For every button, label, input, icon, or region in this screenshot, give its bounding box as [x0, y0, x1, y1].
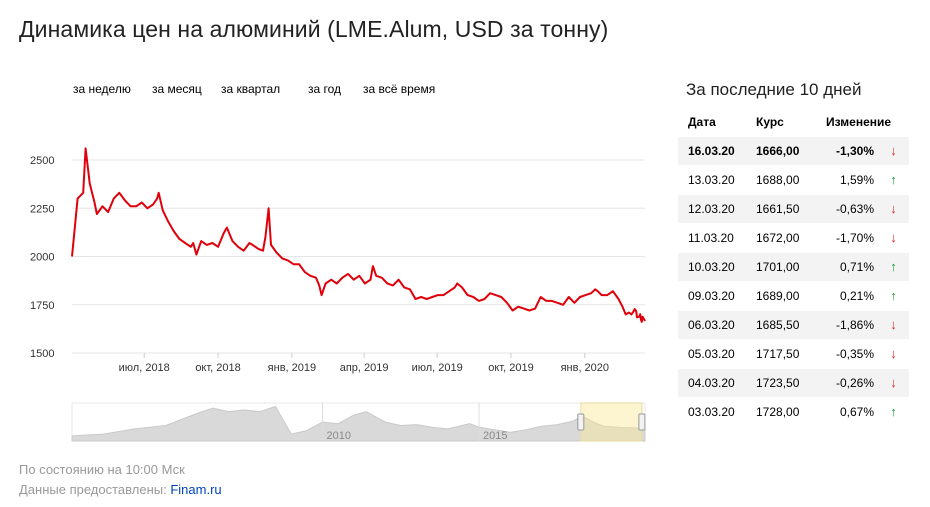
header-rate: Курс	[756, 114, 784, 129]
arrow-down-icon: ↓	[878, 338, 909, 368]
row-rate: 1728,00	[756, 396, 818, 426]
y-tick-label: 2500	[30, 155, 54, 167]
source-link[interactable]: Finam.ru	[170, 482, 222, 497]
row-change: 1,59%	[818, 164, 878, 194]
y-tick-label: 2250	[30, 203, 54, 215]
period-month-button[interactable]: за месяц	[152, 82, 202, 96]
x-tick-label: апр, 2019	[340, 362, 389, 374]
table-row: 11.03.20 1672,00 -1,70% ↓	[678, 222, 909, 252]
row-rate: 1701,00	[756, 251, 818, 281]
header-date: Дата	[688, 114, 716, 129]
navigator-area	[71, 405, 646, 442]
chart-grid	[72, 159, 645, 354]
table-row: 16.03.20 1666,00 -1,30% ↓	[678, 135, 909, 165]
period-all-time-button[interactable]: за всё время	[363, 82, 436, 96]
arrow-down-icon: ↓	[878, 193, 909, 223]
row-date: 12.03.20	[678, 193, 756, 223]
row-date: 05.03.20	[678, 338, 756, 368]
row-rate: 1661,50	[756, 193, 818, 223]
x-tick-label: июл, 2018	[119, 362, 170, 374]
arrow-up-icon: ↑	[878, 164, 909, 194]
status-text: По состоянию на 10:00 Мск	[19, 462, 185, 477]
x-tick-label: окт, 2019	[488, 362, 533, 374]
row-change: 0,21%	[818, 280, 878, 310]
navigator-year-label: 2015	[483, 430, 507, 442]
header-change: Изменение	[826, 114, 892, 129]
history-table: Дата Курс Изменение 16.03.20 1666,00 -1,30…	[678, 108, 909, 426]
arrow-down-icon: ↓	[878, 309, 909, 339]
source-text: Данные предоставлены: Finam.ru	[19, 482, 222, 497]
row-rate: 1666,00	[756, 135, 818, 165]
y-tick-label: 1500	[30, 348, 54, 360]
x-tick-label: окт, 2018	[195, 362, 240, 374]
row-change: 0,71%	[818, 251, 878, 281]
row-change: -0,63%	[818, 193, 878, 223]
row-rate: 1717,50	[756, 338, 818, 368]
arrow-down-icon: ↓	[878, 135, 909, 165]
row-change: -1,86%	[818, 309, 878, 339]
row-date: 03.03.20	[678, 396, 756, 426]
history-title: За последние 10 дней	[686, 80, 862, 99]
navigator-left-handle[interactable]	[577, 413, 585, 431]
table-row: 04.03.20 1723,50 -0,26% ↓	[678, 367, 909, 397]
row-rate: 1672,00	[756, 222, 818, 252]
period-week-button[interactable]: за неделю	[73, 82, 131, 96]
row-change: -0,26%	[818, 367, 878, 397]
row-rate: 1723,50	[756, 367, 818, 397]
row-change: -1,30%	[818, 135, 878, 165]
table-row: 10.03.20 1701,00 0,71% ↑	[678, 251, 909, 281]
x-tick-label: янв, 2019	[268, 362, 316, 374]
x-tick-label: июл, 2019	[412, 362, 463, 374]
x-tick-label: янв, 2020	[561, 362, 609, 374]
navigator-selected-range[interactable]	[580, 402, 643, 442]
arrow-up-icon: ↑	[878, 280, 909, 310]
row-date: 13.03.20	[678, 164, 756, 194]
price-series-line	[71, 147, 646, 323]
y-tick-label: 2000	[30, 252, 54, 264]
source-prefix: Данные предоставлены:	[19, 482, 167, 497]
row-date: 10.03.20	[678, 251, 756, 281]
row-date: 09.03.20	[678, 280, 756, 310]
row-rate: 1685,50	[756, 309, 818, 339]
table-row: 13.03.20 1688,00 1,59% ↑	[678, 164, 909, 194]
arrow-up-icon: ↑	[878, 396, 909, 426]
row-date: 04.03.20	[678, 367, 756, 397]
row-rate: 1688,00	[756, 164, 818, 194]
row-date: 16.03.20	[678, 135, 756, 165]
row-date: 06.03.20	[678, 309, 756, 339]
x-axis: июл, 2018 окт, 2018 янв, 2019 апр, 2019 июл,…	[119, 353, 609, 374]
arrow-up-icon: ↑	[878, 251, 909, 281]
period-quarter-button[interactable]: за квартал	[221, 82, 281, 96]
table-row: 06.03.20 1685,50 -1,86% ↓	[678, 309, 909, 339]
navigator-labels: 2010 2015	[321, 403, 508, 442]
row-change: -0,35%	[818, 338, 878, 368]
row-date: 11.03.20	[678, 222, 756, 252]
row-change: -1,70%	[818, 222, 878, 252]
price-chart: 1500 1750 2000 2250 2500 июл, 2018 окт, 2018 я…	[30, 147, 646, 442]
navigator-right-handle[interactable]	[638, 413, 646, 431]
navigator-year-label: 2010	[326, 430, 350, 442]
arrow-down-icon: ↓	[878, 222, 909, 252]
y-tick-label: 1750	[30, 300, 54, 312]
chart-navigator[interactable]: 2010 2015	[71, 402, 646, 442]
row-rate: 1689,00	[756, 280, 818, 310]
table-row: 03.03.20 1728,00 0,67% ↑	[678, 396, 909, 426]
table-row: 09.03.20 1689,00 0,21% ↑	[678, 280, 909, 310]
table-row: 05.03.20 1717,50 -0,35% ↓	[678, 338, 909, 368]
period-year-button[interactable]: за год	[308, 82, 342, 96]
arrow-down-icon: ↓	[878, 367, 909, 397]
y-axis: 1500 1750 2000 2250 2500	[30, 155, 54, 360]
row-change: 0,67%	[818, 396, 878, 426]
page-title: Динамика цен на алюминий (LME.Alum, USD …	[19, 16, 609, 42]
table-row: 12.03.20 1661,50 -0,63% ↓	[678, 193, 909, 223]
